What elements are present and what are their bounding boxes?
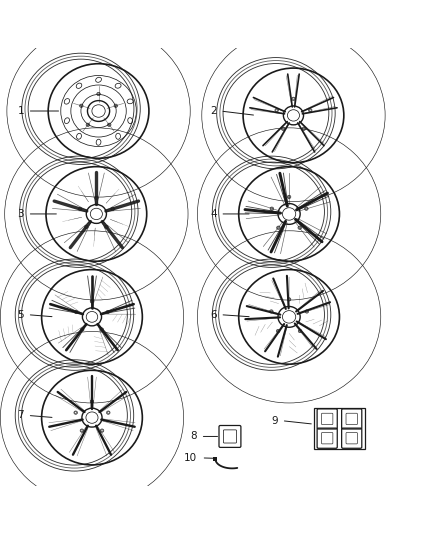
Text: 3: 3 — [18, 209, 24, 219]
Text: 7: 7 — [18, 410, 24, 421]
Text: 1: 1 — [18, 106, 24, 116]
Text: 5: 5 — [18, 310, 24, 320]
Text: 9: 9 — [272, 416, 278, 426]
Text: 2: 2 — [210, 106, 217, 116]
Text: 6: 6 — [210, 310, 217, 320]
Text: 4: 4 — [210, 209, 217, 219]
Text: 8: 8 — [191, 431, 197, 441]
Text: 10: 10 — [184, 453, 197, 463]
